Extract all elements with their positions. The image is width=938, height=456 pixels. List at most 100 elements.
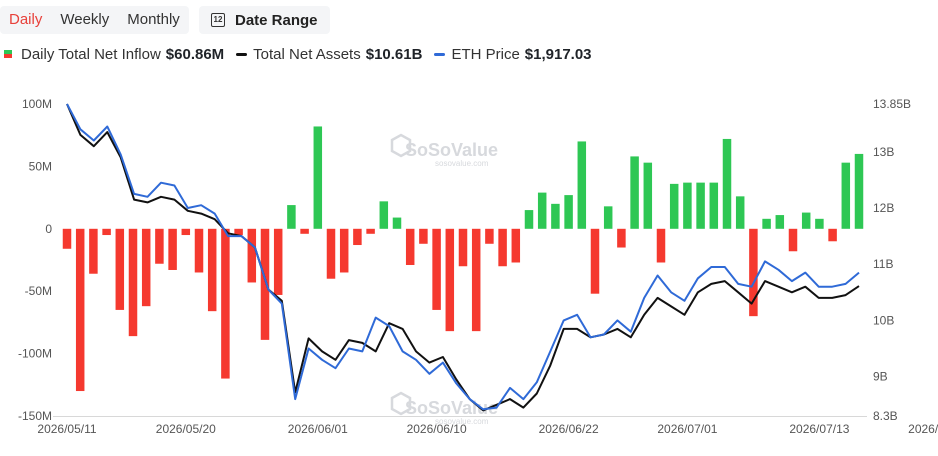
watermark-brand: SoSoValue: [405, 140, 498, 160]
inflow-bar: [643, 162, 653, 229]
watermark-logo-icon: [390, 133, 412, 158]
inflow-bar: [854, 153, 864, 229]
x-tick-label: 2026/06/01: [288, 422, 348, 436]
line-swatch-icon: [236, 52, 248, 56]
inflow-bar: [300, 228, 309, 234]
inflow-bars: [62, 126, 864, 392]
inflow-bar: [287, 205, 296, 229]
x-axis: 2026/05/11 2026/05/20 2026/06/01 2026/06/10…: [37, 422, 938, 436]
chart-legend: Daily Total Net Inflow $60.86M Total Net…: [0, 44, 604, 64]
inflow-bar: [141, 228, 151, 307]
legend-item-net-inflow[interactable]: Daily Total Net Inflow $60.86M: [0, 46, 224, 63]
inflow-bar: [128, 228, 138, 337]
inflow-bar: [722, 138, 732, 229]
series-lines: [66, 103, 860, 412]
inflow-bar: [524, 210, 534, 229]
inflow-bar: [551, 203, 560, 229]
x-tick-label: 2026/07/13: [789, 422, 849, 436]
inflow-bar: [603, 206, 613, 229]
inflow-bar: [405, 228, 415, 265]
right-tick-label: 11B: [873, 257, 893, 271]
watermark-brand: SoSoValue: [405, 398, 498, 418]
tab-monthly[interactable]: Monthly: [127, 11, 180, 28]
right-tick-label: 10B: [873, 313, 894, 327]
eth-price-line: [66, 103, 860, 411]
right-tick-label: 8.3B: [873, 409, 898, 423]
watermark: SoSoValuesosovalue.comSoSoValuesosovalue…: [390, 133, 498, 426]
inflow-bar: [801, 212, 811, 229]
watermark-logo-icon: [390, 391, 412, 416]
inflow-bar: [75, 228, 85, 392]
legend-label: Total Net Assets: [253, 45, 361, 63]
right-axis: 13.85B 13B 12B 11B 10B 9B 8.3B: [873, 97, 911, 423]
inflow-bar: [366, 228, 375, 234]
inflow-bar: [234, 228, 243, 236]
inflow-bar: [471, 228, 481, 332]
tab-weekly[interactable]: Weekly: [60, 11, 110, 28]
inflow-bar: [577, 141, 587, 229]
inflow-bar: [273, 228, 283, 295]
left-axis: 100M 50M 0 -50M -100M -150M: [18, 97, 867, 423]
inflow-bar: [379, 201, 389, 229]
inflow-bar: [775, 215, 785, 229]
right-tick-label: 13B: [873, 145, 894, 159]
inflow-bar: [207, 228, 217, 312]
inflow-bar: [590, 228, 600, 294]
inflow-bar: [537, 192, 547, 229]
legend-value: $1,917.03: [524, 45, 592, 63]
watermark-site: sosovalue.com: [435, 159, 489, 168]
inflow-bar: [168, 228, 177, 270]
calendar-icon: 12: [211, 13, 225, 27]
left-tick-label: 100M: [22, 97, 52, 111]
legend-label: Daily Total Net Inflow: [21, 45, 161, 63]
x-tick-label: 2026/07/22: [908, 422, 938, 436]
inflow-bar: [194, 228, 204, 273]
x-tick-label: 2026/06/22: [539, 422, 599, 436]
inflow-bar: [313, 126, 323, 229]
inflow-bar: [89, 228, 98, 274]
right-tick-label: 13.85B: [873, 97, 911, 111]
inflow-bar: [458, 228, 468, 267]
bar-swatch-icon: [4, 50, 12, 58]
inflow-bar: [564, 195, 573, 229]
inflow-bar: [115, 228, 125, 310]
inflow-bar: [749, 228, 758, 317]
left-tick-label: 50M: [29, 159, 52, 173]
inflow-bar: [326, 228, 336, 279]
left-tick-label: -50M: [25, 284, 52, 298]
date-range-label: Date Range: [235, 11, 318, 29]
inflow-bar: [841, 162, 851, 229]
inflow-bar: [511, 228, 521, 263]
inflow-bar: [353, 228, 362, 246]
inflow-bar: [735, 196, 745, 229]
inflow-bar: [485, 228, 494, 244]
line-swatch-icon: [434, 52, 446, 56]
legend-item-eth-price[interactable]: ETH Price $1,917.03: [434, 45, 592, 63]
left-tick-label: -100M: [18, 347, 52, 361]
inflow-bar: [498, 228, 507, 267]
x-tick-label: 2026/07/01: [657, 422, 717, 436]
inflow-bar: [181, 228, 191, 236]
inflow-bar: [788, 228, 798, 252]
total-net-assets-line: [66, 103, 860, 412]
x-tick-label: 2026/06/10: [407, 422, 467, 436]
inflow-bar: [339, 228, 349, 273]
inflow-bar: [102, 228, 111, 236]
legend-value: $10.61B: [365, 45, 423, 63]
inflow-bar: [419, 228, 428, 244]
left-tick-label: -150M: [18, 409, 52, 423]
legend-item-net-assets[interactable]: Total Net Assets $10.61B: [236, 46, 422, 63]
tab-daily[interactable]: Daily: [9, 11, 43, 28]
timeframe-tabs: Daily Weekly Monthly: [0, 6, 189, 34]
date-range-button[interactable]: 12 Date Range: [199, 6, 330, 34]
x-tick-label: 2026/05/11: [37, 422, 96, 436]
inflow-bar: [247, 228, 257, 283]
left-tick-label: 0: [45, 222, 52, 236]
inflow-bar: [62, 228, 72, 249]
inflow-bar: [656, 228, 666, 263]
x-tick-label: 2026/05/20: [156, 422, 216, 436]
right-tick-label: 9B: [873, 370, 888, 384]
inflow-bar: [445, 228, 455, 332]
watermark-site: sosovalue.com: [435, 417, 489, 426]
inflow-bar: [683, 182, 692, 229]
